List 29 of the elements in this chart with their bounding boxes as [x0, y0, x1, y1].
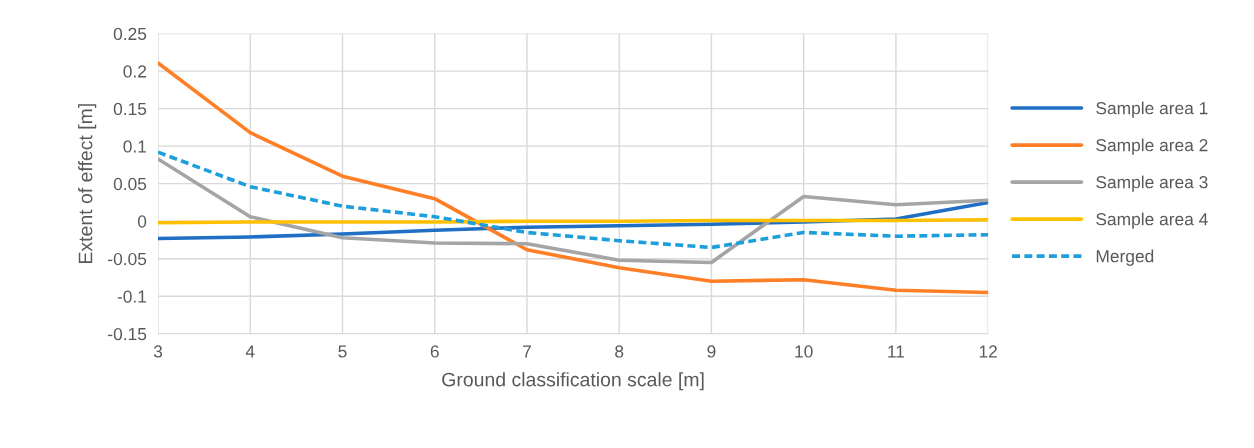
x-tick-label: 3 [153, 345, 163, 358]
y-tick-label: 0.1 [123, 140, 147, 153]
y-tick-label: 0 [137, 215, 147, 228]
line-series [158, 61, 989, 295]
y-tick-label: -0.15 [108, 327, 147, 341]
line-series [158, 150, 989, 250]
x-tick-label: 9 [707, 345, 716, 358]
line-series [158, 157, 989, 265]
x-tick-label: 7 [523, 345, 531, 358]
x-tick-label: 6 [430, 345, 439, 358]
legend-label: Sample area 3 [1096, 175, 1208, 192]
y-tick-label: 0.15 [113, 102, 147, 116]
x-tick-label: 12 [979, 345, 997, 358]
x-tick-label: 5 [338, 345, 347, 358]
y-axis-title: Extent of effect [m] [78, 104, 97, 263]
legend-label: Sample area 4 [1096, 212, 1208, 229]
x-axis-title: Ground classification scale [m] [442, 372, 704, 391]
legend-label: Sample area 1 [1096, 101, 1208, 118]
x-tick-label: 8 [615, 345, 624, 358]
y-tick-label: 0.2 [123, 65, 147, 78]
legend-label: Merged [1096, 249, 1154, 266]
y-tick-label: -0.05 [108, 252, 147, 266]
y-tick-label: 0.25 [113, 27, 147, 41]
x-tick-label: 4 [245, 345, 255, 358]
y-tick-label: -0.1 [117, 290, 147, 303]
x-tick-label: 11 [888, 345, 905, 358]
legend-label: Sample area 2 [1096, 138, 1208, 155]
x-tick-label: 10 [795, 345, 813, 358]
y-tick-label: 0.05 [113, 177, 147, 191]
